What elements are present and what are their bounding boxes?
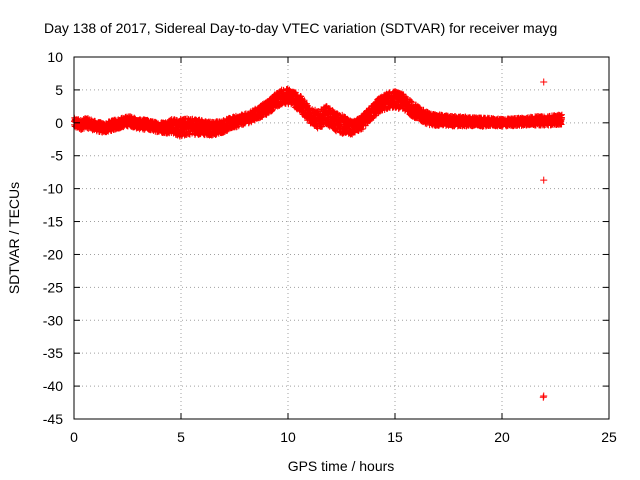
y-tick-label: -5 — [51, 148, 64, 164]
x-tick-label: 5 — [177, 429, 185, 445]
y-tick-label: 0 — [55, 115, 63, 131]
chart-title: Day 138 of 2017, Sidereal Day-to-day VTE… — [44, 20, 557, 36]
y-tick-label: -40 — [43, 378, 63, 394]
y-tick-label: -35 — [43, 345, 63, 361]
y-axis-label: SDTVAR / TECUs — [6, 182, 22, 294]
x-tick-label: 10 — [280, 429, 296, 445]
y-tick-label: -20 — [43, 246, 63, 262]
x-tick-label: 20 — [494, 429, 510, 445]
y-tick-label: -15 — [43, 214, 63, 230]
data-layer — [71, 78, 565, 401]
x-axis-label: GPS time / hours — [288, 458, 395, 474]
y-tick-label: -45 — [43, 411, 63, 427]
y-tick-label: 10 — [47, 49, 63, 65]
y-tick-label: -30 — [43, 312, 63, 328]
y-tick-label: -10 — [43, 181, 63, 197]
x-tick-label: 15 — [387, 429, 403, 445]
y-tick-label: -25 — [43, 279, 63, 295]
x-tick-label: 0 — [70, 429, 78, 445]
x-tick-label: 25 — [601, 429, 617, 445]
y-tick-label: 5 — [55, 82, 63, 98]
